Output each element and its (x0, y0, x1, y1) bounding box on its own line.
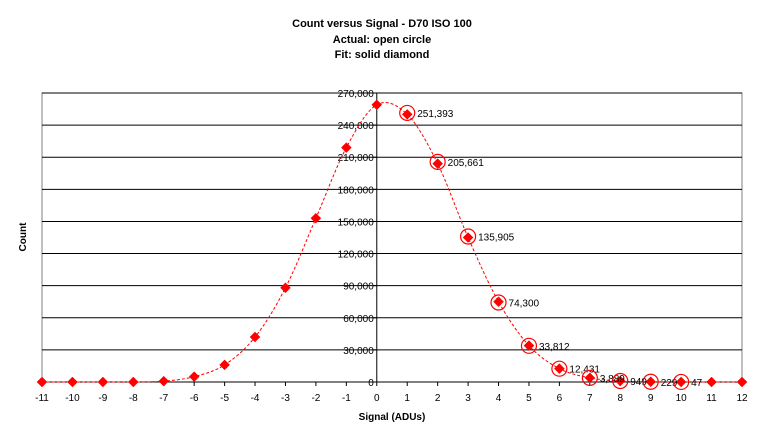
x-tick-label: -3 (281, 393, 290, 404)
fit-point (523, 340, 535, 351)
fit-point (280, 282, 291, 294)
y-tick-label: 180,000 (338, 185, 375, 196)
y-tick-label: 240,000 (338, 121, 375, 132)
x-tick-label: -2 (311, 393, 320, 404)
actual-point (520, 337, 538, 354)
fit-point (340, 142, 352, 153)
actual-point (612, 372, 629, 390)
actual-point (642, 373, 659, 390)
fit-markers (36, 99, 748, 388)
chart-title-line-1: Count versus Signal - D70 ISO 100 (292, 18, 472, 30)
fit-point (493, 296, 504, 308)
y-tick-label: 90,000 (343, 282, 374, 293)
x-tick-label: 9 (648, 393, 654, 404)
fit-point (158, 375, 170, 387)
fit-point (97, 376, 109, 388)
actual-markers (399, 104, 690, 391)
x-tick-label: 6 (557, 393, 563, 404)
actual-point (399, 104, 416, 122)
fit-point (401, 109, 413, 120)
fit-point (706, 376, 717, 388)
chart-title: Count versus Signal - D70 ISO 100 Actual… (292, 18, 472, 61)
fit-point (36, 376, 48, 388)
x-tick-label: -6 (190, 393, 199, 404)
x-tick-label: 5 (526, 393, 532, 404)
x-tick-label: -10 (65, 393, 80, 404)
y-tick-label: 0 (368, 378, 374, 389)
x-tick-label: 4 (496, 393, 502, 404)
x-tick-label: 3 (465, 393, 471, 404)
fit-point (462, 232, 474, 243)
x-tick-label: 11 (706, 393, 717, 404)
fit-point (249, 331, 261, 343)
fit-point (219, 359, 230, 371)
chart-title-line-2: Actual: open circle (333, 34, 431, 46)
fit-point (310, 212, 322, 224)
actual-point (459, 228, 477, 245)
x-tick-label: -8 (129, 393, 138, 404)
x-tick-label: 10 (676, 393, 688, 404)
data-label: 33,812 (539, 342, 570, 353)
actual-point (429, 153, 446, 170)
data-label: 135,905 (478, 233, 515, 244)
y-tick-label: 150,000 (338, 217, 375, 228)
data-label: 74,300 (509, 298, 540, 309)
chart-title-line-3: Fit: solid diamond (335, 49, 430, 61)
fit-point (736, 376, 748, 388)
fit-point (584, 372, 596, 384)
x-tick-label: -5 (220, 393, 229, 404)
fit-point (614, 375, 626, 387)
y-axis-title: Count (18, 222, 29, 252)
data-label: 949 (630, 377, 647, 388)
x-tick-label: 8 (617, 393, 623, 404)
fit-point (188, 371, 200, 383)
x-tick-label: 12 (736, 393, 748, 404)
x-tick-label: -1 (342, 393, 351, 404)
data-label: 229 (661, 378, 678, 389)
y-axis-ticks: 0 30,000 60,000 90,000 120,000 150,000 180,000… (338, 89, 377, 389)
data-label: 12,431 (569, 365, 600, 376)
fit-point (645, 376, 657, 388)
actual-point (551, 360, 568, 377)
plot-area (41, 92, 743, 383)
fit-point (554, 363, 565, 374)
fit-point (675, 376, 687, 388)
actual-point (581, 369, 598, 386)
data-label: 47 (691, 378, 703, 389)
x-tick-label: -7 (159, 393, 168, 404)
data-label: 205,661 (448, 158, 485, 169)
gridlines (42, 92, 742, 351)
x-tick-label: 0 (374, 393, 380, 404)
x-tick-label: -4 (251, 393, 260, 404)
fit-point (371, 99, 383, 111)
actual-point (673, 373, 690, 391)
x-tick-label: 1 (404, 393, 410, 404)
y-tick-label: 30,000 (343, 346, 374, 357)
y-tick-label: 210,000 (338, 153, 375, 164)
y-tick-label: 60,000 (343, 314, 374, 325)
y-tick-label: 270,000 (338, 89, 375, 100)
x-tick-label: 7 (587, 393, 593, 404)
actual-point (490, 294, 507, 311)
data-label: 251,393 (417, 109, 454, 120)
x-tick-label: -11 (35, 393, 49, 404)
fit-point (432, 158, 444, 169)
y-tick-label: 120,000 (338, 250, 375, 261)
x-tick-label: 2 (435, 393, 441, 404)
fit-point (67, 376, 78, 388)
fit-point (127, 376, 139, 388)
x-tick-label: -9 (98, 393, 107, 404)
x-axis-title: Signal (ADUs) (359, 412, 426, 423)
